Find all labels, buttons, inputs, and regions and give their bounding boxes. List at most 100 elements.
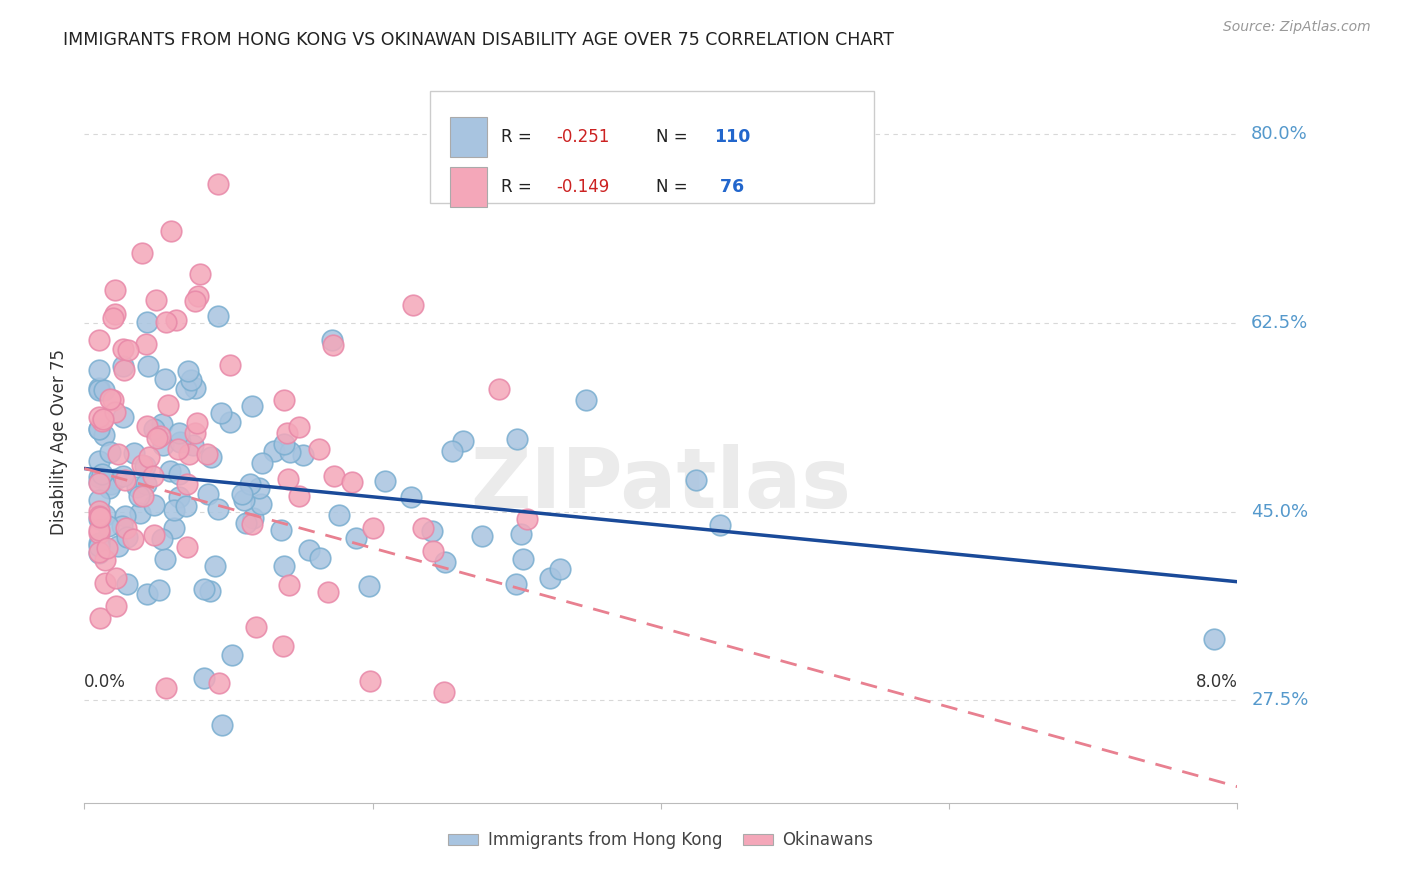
Point — [211, 718, 233, 732]
Point — [273, 558, 295, 573]
Text: Source: ZipAtlas.com: Source: ZipAtlas.com — [1223, 20, 1371, 34]
Point — [219, 415, 242, 429]
Point — [288, 419, 311, 434]
Point — [420, 524, 443, 538]
Point — [87, 410, 110, 425]
Point — [193, 582, 215, 596]
Point — [104, 599, 127, 613]
Point — [131, 245, 153, 260]
Point — [134, 459, 156, 474]
Point — [136, 418, 159, 433]
Point — [231, 487, 253, 501]
Point — [157, 398, 180, 412]
Point — [135, 337, 157, 351]
Point — [249, 497, 271, 511]
Point — [184, 425, 207, 440]
Point — [111, 359, 134, 374]
Text: R =: R = — [501, 178, 537, 196]
Point — [104, 284, 127, 298]
Point — [197, 486, 219, 500]
Point — [308, 442, 330, 457]
Point — [247, 481, 270, 495]
Point — [143, 528, 166, 542]
Point — [506, 432, 529, 446]
Point — [292, 448, 315, 462]
Point — [516, 512, 538, 526]
Point — [399, 490, 422, 504]
Point — [165, 313, 187, 327]
Point — [111, 342, 134, 356]
Point — [87, 422, 110, 436]
Point — [122, 533, 145, 547]
Point — [138, 450, 160, 465]
Point — [163, 503, 186, 517]
Point — [538, 572, 561, 586]
Point — [131, 458, 153, 472]
Point — [176, 382, 198, 396]
Point — [135, 476, 157, 491]
Point — [221, 648, 243, 662]
Point — [184, 381, 207, 395]
Point — [159, 464, 181, 478]
Point — [278, 578, 301, 592]
Point — [87, 422, 110, 436]
Point — [177, 447, 200, 461]
Text: ZIPatlas: ZIPatlas — [471, 444, 851, 525]
Point — [273, 436, 295, 450]
FancyBboxPatch shape — [430, 91, 875, 203]
Point — [240, 517, 263, 532]
Bar — [450, 167, 486, 207]
Point — [136, 315, 159, 329]
Point — [263, 443, 285, 458]
Point — [136, 586, 159, 600]
Point — [131, 489, 153, 503]
Text: 8.0%: 8.0% — [1195, 673, 1237, 690]
Point — [112, 409, 135, 424]
Point — [360, 673, 382, 688]
Point — [107, 539, 129, 553]
Legend: Immigrants from Hong Kong, Okinawans: Immigrants from Hong Kong, Okinawans — [441, 824, 880, 856]
Point — [195, 446, 218, 460]
Point — [142, 498, 165, 512]
Point — [422, 543, 444, 558]
Point — [93, 428, 115, 442]
Point — [117, 343, 139, 357]
Text: 76: 76 — [714, 178, 744, 196]
Point — [512, 551, 534, 566]
Point — [145, 293, 167, 308]
Point — [402, 298, 425, 312]
Point — [685, 474, 707, 488]
Point — [245, 620, 267, 634]
Y-axis label: Disability Age Over 75: Disability Age Over 75 — [51, 349, 69, 534]
Point — [87, 333, 110, 347]
Point — [1202, 632, 1225, 647]
Text: 80.0%: 80.0% — [1251, 125, 1308, 144]
Point — [104, 404, 127, 418]
Point — [328, 508, 350, 523]
Point — [112, 363, 135, 377]
Point — [433, 555, 456, 569]
Point — [87, 362, 110, 376]
Text: -0.251: -0.251 — [555, 128, 609, 145]
Text: 45.0%: 45.0% — [1251, 502, 1309, 521]
Point — [200, 450, 222, 465]
Point — [550, 561, 572, 575]
Point — [169, 434, 191, 449]
Point — [91, 467, 114, 481]
Point — [94, 552, 117, 566]
Point — [709, 517, 731, 532]
Point — [127, 480, 149, 494]
Text: 27.5%: 27.5% — [1251, 691, 1309, 709]
Point — [153, 372, 176, 386]
Point — [174, 500, 197, 514]
Point — [357, 579, 380, 593]
Point — [183, 293, 205, 308]
Point — [128, 489, 150, 503]
Point — [94, 508, 117, 522]
Bar — [450, 117, 486, 156]
Point — [575, 393, 598, 408]
Text: N =: N = — [657, 128, 693, 145]
Text: R =: R = — [501, 128, 537, 145]
Point — [111, 519, 134, 533]
Text: 0.0%: 0.0% — [84, 673, 127, 690]
